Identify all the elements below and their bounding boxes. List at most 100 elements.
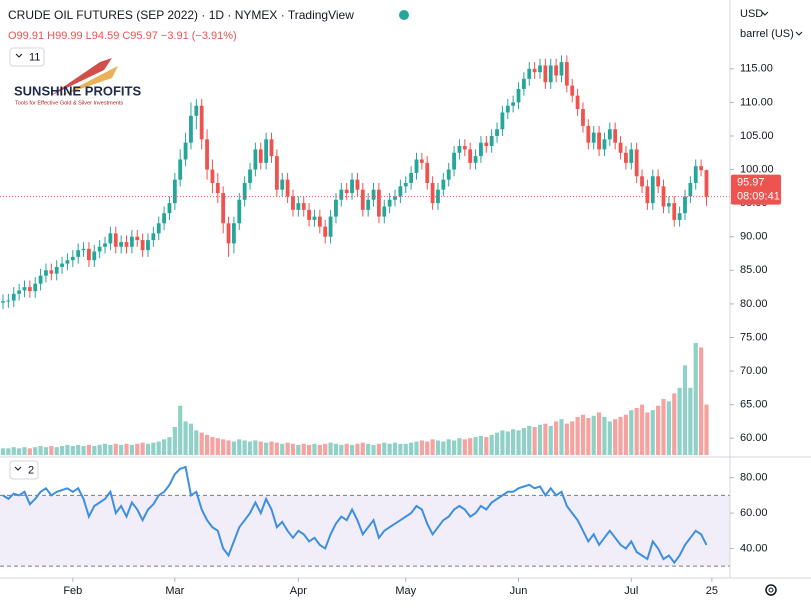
candle-body	[640, 176, 644, 187]
candle-body	[38, 275, 43, 284]
candle-body	[54, 266, 59, 274]
candle-body	[151, 233, 156, 241]
volume-bar	[344, 443, 349, 455]
volume-bar	[242, 440, 247, 455]
volume-bar	[478, 435, 484, 455]
volume-bar	[210, 437, 215, 455]
volume-bar	[22, 447, 27, 455]
volume-bar	[693, 343, 698, 455]
currency[interactable]: USD	[740, 8, 763, 20]
volume-bar	[317, 444, 322, 455]
last-price-box	[731, 174, 781, 205]
volume-bar	[215, 438, 220, 455]
volume-bar	[446, 439, 451, 455]
volume-bar	[6, 448, 11, 455]
volume-bar	[430, 439, 435, 455]
unit[interactable]: barrel (US)	[740, 28, 794, 40]
candle-body	[285, 179, 290, 197]
volume-bar	[366, 443, 371, 455]
candle-body	[436, 189, 440, 204]
volume-bar	[92, 446, 97, 455]
volume-bar	[462, 439, 467, 455]
volume-bar	[81, 446, 86, 455]
volume-bar	[355, 443, 360, 455]
volume-bar	[33, 447, 38, 455]
candle-body	[264, 139, 269, 163]
candle-body	[22, 287, 27, 291]
candle-body	[425, 162, 430, 183]
candle-body	[489, 135, 494, 147]
candle-body	[500, 112, 505, 130]
volume-bar	[688, 387, 693, 455]
candle-body	[307, 209, 311, 220]
volume-bar	[403, 443, 408, 455]
candle-body	[382, 206, 387, 217]
volume-bar	[645, 412, 650, 455]
candle-body	[645, 186, 650, 204]
candle-body	[301, 203, 306, 210]
y-tick-label: 70.00	[740, 365, 768, 377]
candle-body	[242, 182, 247, 200]
candle-body	[377, 189, 381, 217]
volume-bar	[371, 444, 376, 455]
candle-body	[704, 170, 709, 197]
volume-bar	[113, 443, 118, 455]
volume-bar	[575, 416, 580, 455]
candle-body	[344, 189, 349, 194]
volume-bar	[360, 442, 365, 455]
last-price-label: 95.97	[737, 177, 765, 189]
candle-body	[403, 182, 408, 187]
candle-body	[672, 203, 677, 220]
candle-body	[371, 189, 376, 200]
candle-body	[44, 270, 48, 276]
volume-bar	[548, 425, 553, 455]
volume-bar	[183, 421, 188, 455]
candle-body	[146, 240, 150, 251]
candle-body	[189, 115, 193, 143]
candle-body	[564, 62, 569, 86]
market-status[interactable]	[399, 10, 409, 20]
candle-body	[532, 68, 537, 73]
candle-body	[183, 142, 188, 160]
candle-body	[253, 149, 258, 170]
candle-body	[312, 216, 317, 220]
candle-body	[210, 169, 215, 183]
candle-body	[274, 156, 279, 190]
candle-body	[693, 166, 698, 183]
y-tick-label: 80.00	[740, 472, 768, 484]
volume-bar	[554, 421, 559, 455]
volume-bar	[226, 440, 231, 455]
y-tick-label: 60.00	[740, 507, 768, 519]
volume-bar	[204, 434, 210, 455]
volume-bar	[247, 441, 253, 455]
indicator-count: 2	[28, 464, 34, 476]
settings-icon[interactable]	[765, 584, 777, 596]
y-tick-label: 75.00	[740, 331, 768, 343]
volume-bar	[199, 432, 204, 455]
candle-body	[360, 189, 365, 210]
candle-body	[87, 248, 91, 261]
volume-bar	[451, 440, 457, 455]
volume-bar	[623, 414, 629, 455]
candle-body	[624, 152, 628, 163]
candle-body	[597, 132, 601, 150]
volume-bar	[409, 442, 414, 455]
volume-bar	[516, 430, 521, 455]
gear	[768, 587, 774, 593]
volume-bar	[704, 404, 709, 455]
volume-bar	[392, 442, 398, 455]
volume-bar	[639, 404, 645, 455]
candle-body	[505, 105, 510, 113]
volume-bar	[527, 425, 532, 455]
volume-bar	[591, 415, 596, 455]
indicators-toggle[interactable]	[9, 460, 39, 480]
candle-body	[6, 300, 11, 302]
volume-bar	[339, 444, 344, 455]
candle-body	[538, 65, 542, 73]
candle-body	[634, 149, 639, 177]
indicators-toggle[interactable]	[9, 47, 45, 67]
volume-bar	[76, 444, 81, 455]
volume-bar	[102, 443, 108, 455]
volume-bar	[129, 444, 134, 455]
candle-body	[511, 102, 516, 106]
